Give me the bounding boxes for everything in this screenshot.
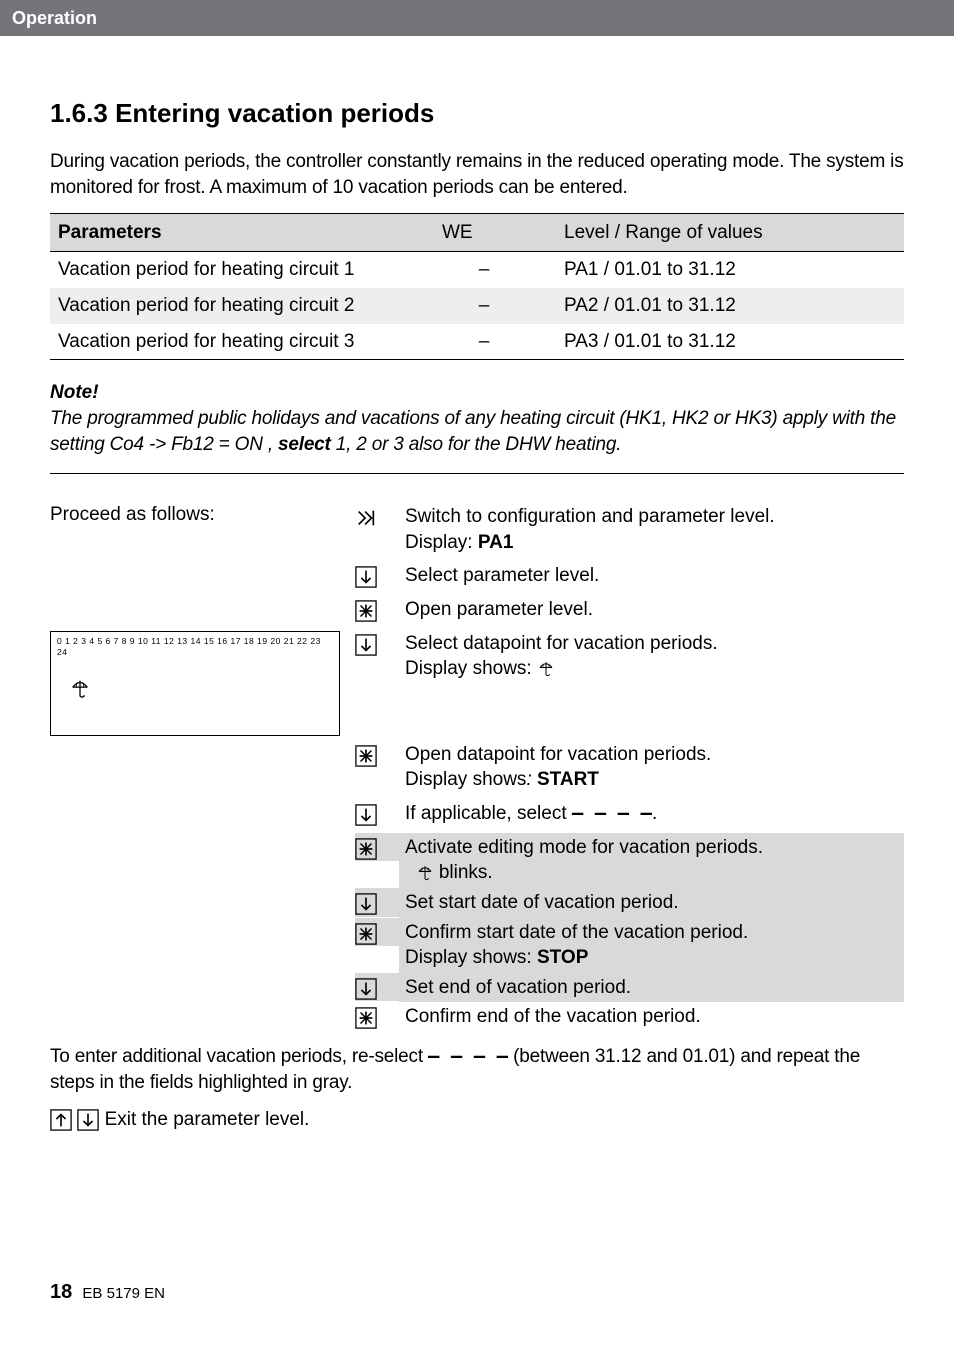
doc-id: EB 5179 EN xyxy=(82,1285,165,1302)
parasol-icon xyxy=(416,864,434,882)
note-block: Note! The programmed public holidays and… xyxy=(50,380,904,474)
procedure-block: Proceed as follows: Switch to configurat… xyxy=(50,502,904,1032)
intro-paragraph: During vacation periods, the controller … xyxy=(50,149,904,200)
table-row: Vacation period for heating circuit 2 – … xyxy=(50,288,904,324)
enter-icon xyxy=(355,838,377,860)
col-parameters: Parameters xyxy=(50,213,434,252)
display-scale: 0 1 2 3 4 5 6 7 8 9 10 11 12 13 14 15 16… xyxy=(57,636,333,659)
up-icon xyxy=(50,1109,72,1131)
down-icon xyxy=(355,893,377,915)
enter-icon xyxy=(355,745,377,767)
page-content: 1.6.3 Entering vacation periods During v… xyxy=(0,36,954,1153)
page-footer: 18 EB 5179 EN xyxy=(50,1279,165,1306)
procedure-step: Set end of vacation period. xyxy=(50,973,904,1003)
procedure-step: Activate editing mode for vacation perio… xyxy=(50,833,904,888)
proceed-label: Proceed as follows: xyxy=(50,502,355,528)
procedure-step: Proceed as follows: Switch to configurat… xyxy=(50,502,904,557)
down-icon xyxy=(355,566,377,588)
down-icon xyxy=(355,978,377,1000)
procedure-step: Open parameter level. xyxy=(50,595,904,625)
note-body: The programmed public holidays and vacat… xyxy=(50,406,904,457)
parasol-icon xyxy=(537,660,555,678)
page-number: 18 xyxy=(50,1281,72,1303)
procedure-step: Select parameter level. xyxy=(50,561,904,591)
procedure-step: If applicable, select – – – –. xyxy=(50,799,904,829)
enter-icon xyxy=(355,923,377,945)
enter-icon xyxy=(355,600,377,622)
after-text: To enter additional vacation periods, re… xyxy=(50,1044,904,1095)
section-heading: 1.6.3 Entering vacation periods xyxy=(50,96,904,131)
procedure-step: Confirm end of the vacation period. xyxy=(50,1002,904,1032)
note-title: Note! xyxy=(50,380,904,406)
exit-line: Exit the parameter level. xyxy=(50,1107,904,1133)
procedure-step: Open datapoint for vacation periods. Dis… xyxy=(50,740,904,795)
col-range: Level / Range of values xyxy=(534,213,904,252)
fastfwd-icon xyxy=(355,507,377,529)
parasol-icon xyxy=(69,678,91,700)
display-box: 0 1 2 3 4 5 6 7 8 9 10 11 12 13 14 15 16… xyxy=(50,631,340,736)
down-icon xyxy=(355,634,377,656)
parameters-table: Parameters WE Level / Range of values Va… xyxy=(50,213,904,361)
procedure-step: Set start date of vacation period. xyxy=(50,888,904,918)
procedure-step: Confirm start date of the vacation perio… xyxy=(50,918,904,973)
section-header-bar: Operation xyxy=(0,0,954,36)
procedure-step: 0 1 2 3 4 5 6 7 8 9 10 11 12 13 14 15 16… xyxy=(50,629,904,736)
down-icon xyxy=(355,804,377,826)
col-we: WE xyxy=(434,213,534,252)
enter-icon xyxy=(355,1007,377,1029)
table-row: Vacation period for heating circuit 1 – … xyxy=(50,252,904,288)
down-icon xyxy=(77,1109,99,1131)
table-row: Vacation period for heating circuit 3 – … xyxy=(50,324,904,360)
section-header-text: Operation xyxy=(12,8,97,28)
table-header-row: Parameters WE Level / Range of values xyxy=(50,213,904,252)
